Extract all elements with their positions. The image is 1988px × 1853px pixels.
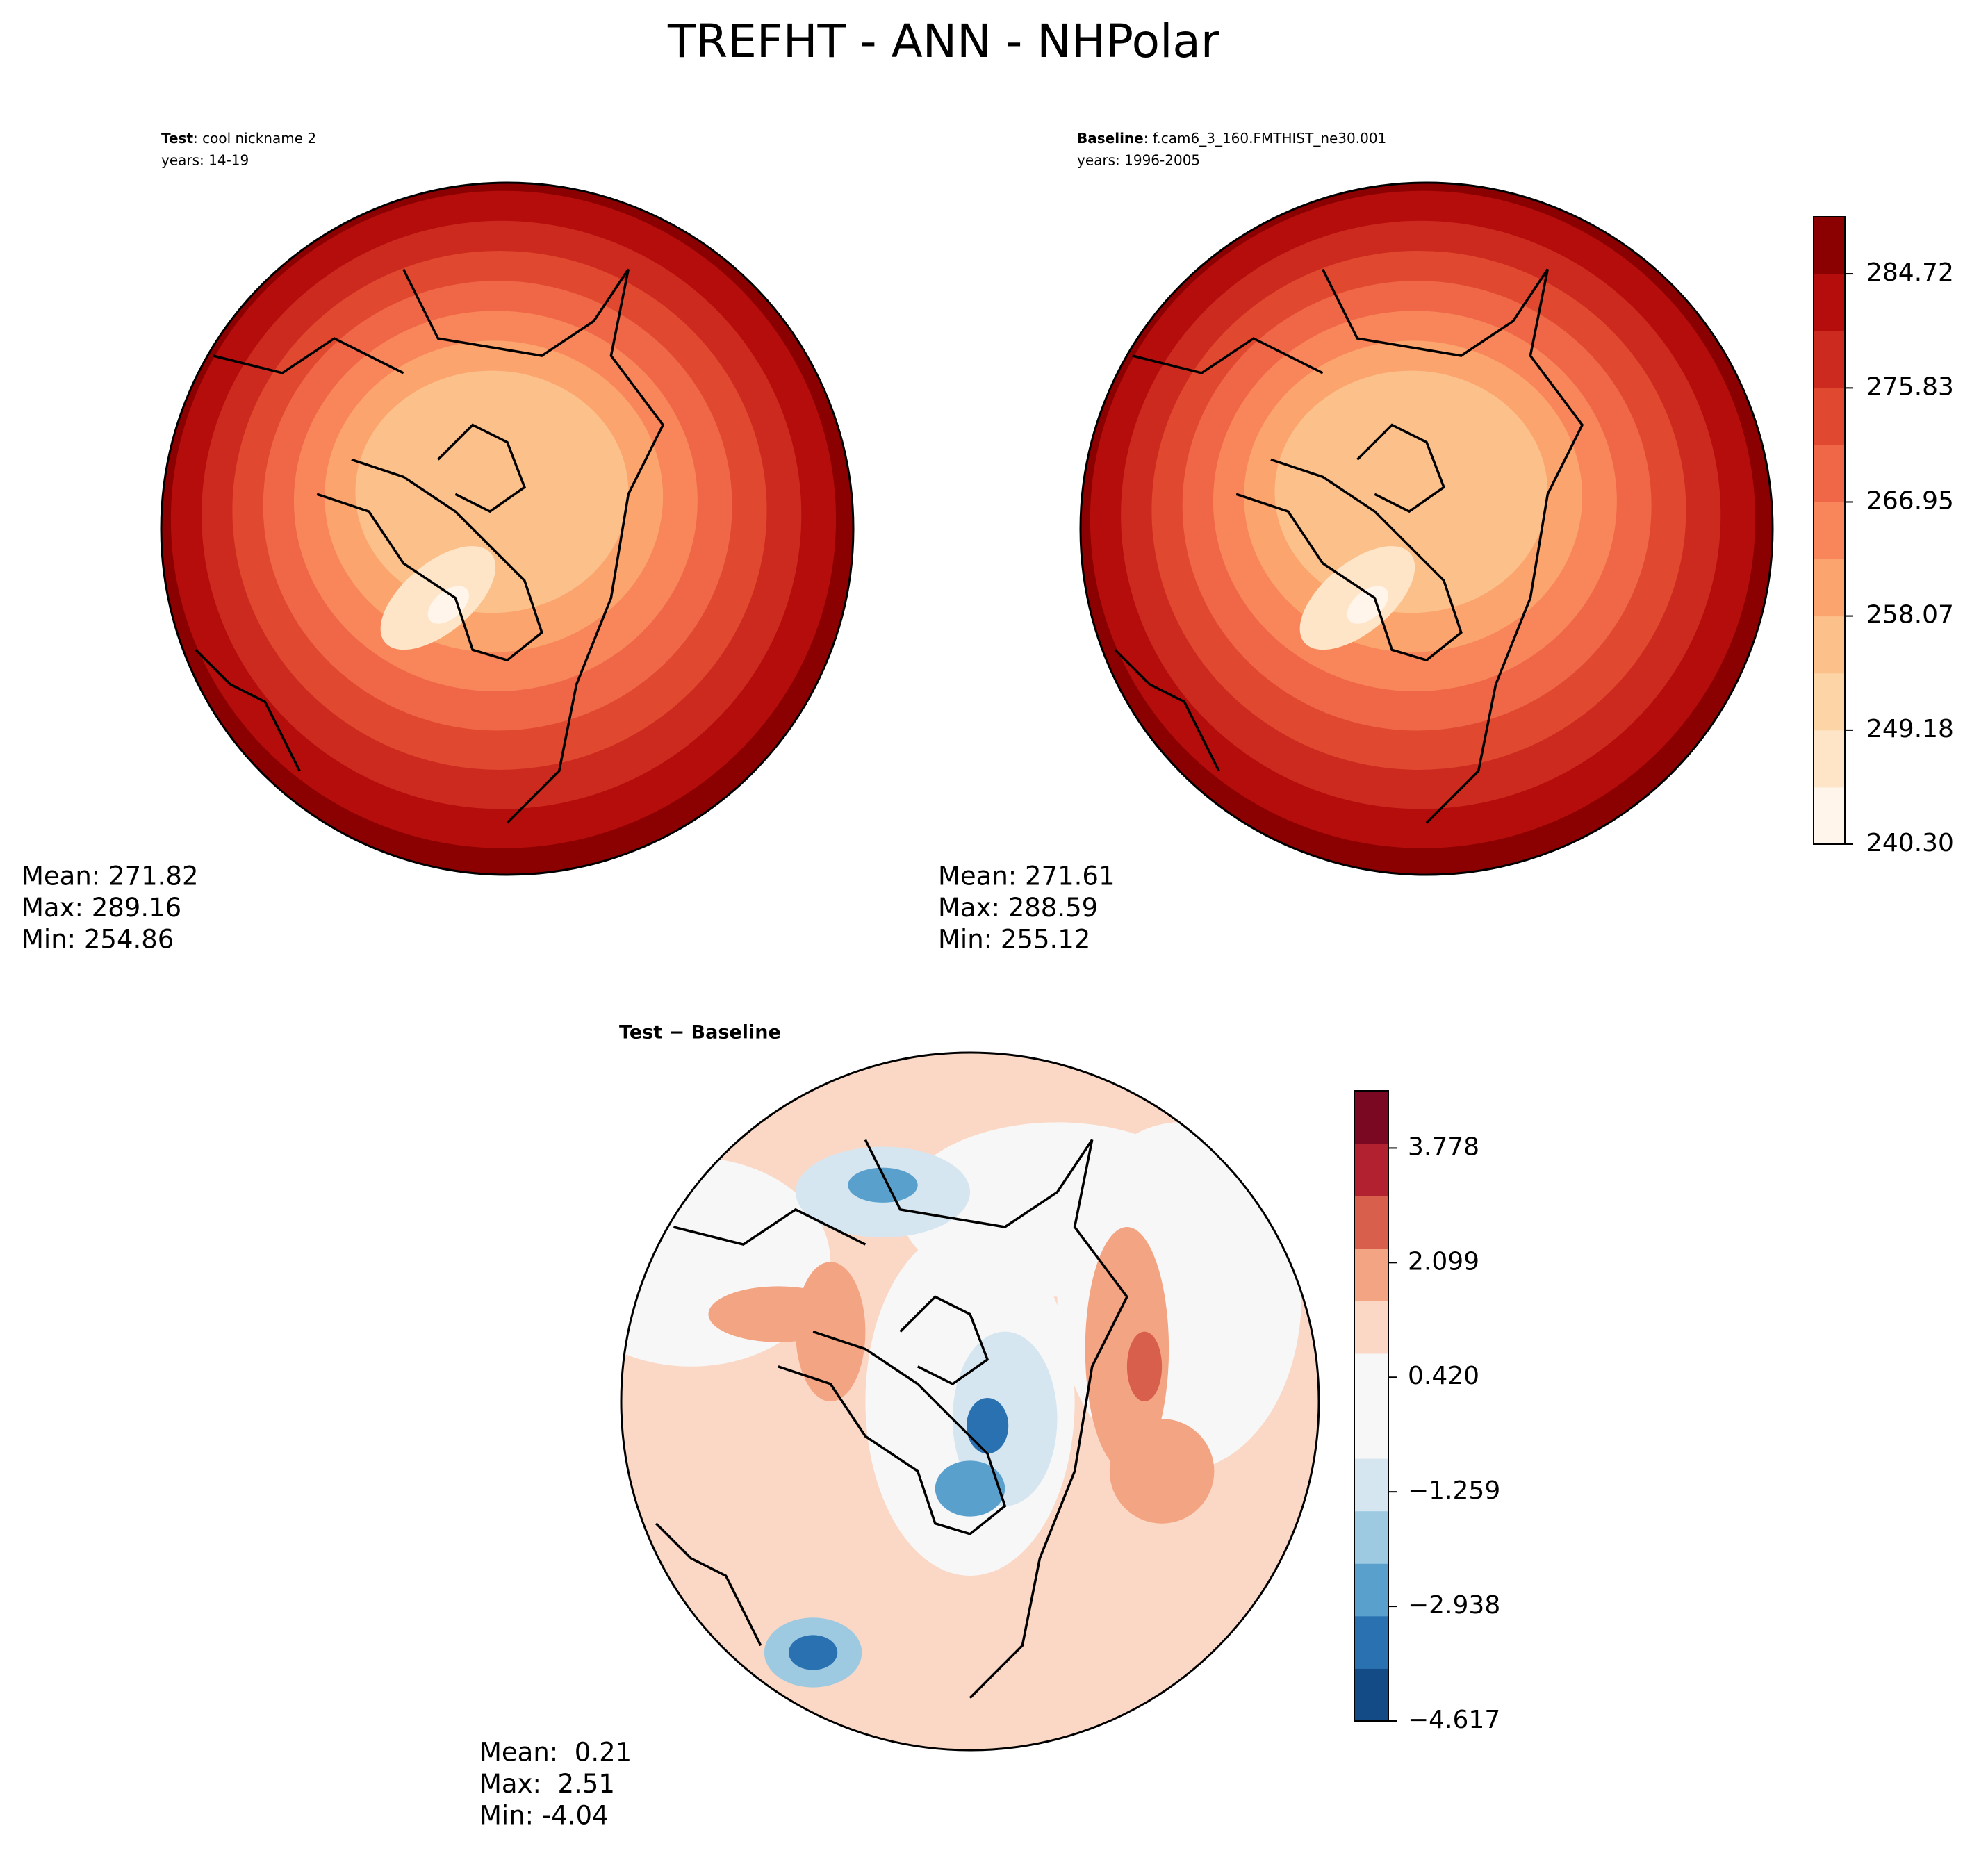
colorbar-tick-label: −1.259 [1408,1476,1500,1505]
colorbar-band [1354,1353,1388,1406]
panel-title: Test − Baseline [619,1022,781,1044]
map [621,1053,1319,1750]
case-line: Test: cool nickname 2 [161,130,316,147]
coastline [899,1295,989,1385]
stat-line: Mean: 271.82 [22,862,199,891]
contour [1085,1227,1169,1472]
stat-line: Min: 254.86 [22,925,174,955]
colorbar-tick-label: 240.30 [1866,829,1954,857]
case-label: Test [161,130,193,147]
colorbar-band [1354,1406,1388,1459]
colorbar-tick-label: −4.617 [1408,1706,1500,1734]
colorbar-tick-label: 258.07 [1866,601,1954,629]
map [161,183,853,875]
colorbar-band [1354,1615,1388,1669]
coastline [1114,649,1220,772]
stat-line: Max: 2.51 [479,1769,615,1799]
contour [1109,1419,1215,1524]
colorbar-tick-label: −2.938 [1408,1591,1500,1620]
coastline [1356,423,1446,513]
contour [848,1167,918,1203]
colorbar-band [1814,331,1845,388]
contour [1347,586,1388,624]
case-name: : f.cam6_3_160.FMTHIST_ne30.001 [1144,130,1387,147]
colorbar-tick-label: 275.83 [1866,372,1954,401]
stat-line: Max: 289.16 [22,893,181,923]
coastline [864,1139,1128,1699]
contour [355,370,629,613]
colorbar-tick-label: 0.420 [1408,1362,1479,1390]
contour [966,1397,1009,1454]
colorbar-band [1814,730,1845,788]
contour [935,1460,1005,1517]
colorbar-band [1354,1458,1388,1512]
coastline [778,1330,1007,1535]
colorbar-band [1354,1563,1388,1617]
case-label: Baseline [1077,130,1144,147]
contour [427,586,469,624]
colorbar-tick-label: 266.95 [1866,486,1954,515]
coastline [316,458,543,662]
colorbar-band [1814,787,1845,845]
map [1081,183,1773,875]
map-frame [160,181,855,876]
coastline [673,1208,866,1246]
stat-line: Mean: 0.21 [479,1738,632,1768]
colorbar-tick-label: 249.18 [1866,715,1954,743]
colorbar-band [1354,1091,1388,1144]
figure-title: TREFHT - ANN - NHPolar [667,15,1220,68]
contour [788,1635,838,1670]
stat-line: Min: -4.04 [479,1801,609,1831]
colorbar-frame [1813,216,1846,845]
colorbar-band [1814,616,1845,674]
stat-line: Max: 288.59 [938,893,1098,923]
colorbar-band [1814,445,1845,502]
years: years: 1996-2005 [1077,152,1200,169]
colorbar-band [1354,1248,1388,1301]
coastline [1132,337,1324,374]
years: years: 14-19 [161,152,249,169]
contour [708,1286,848,1342]
case-line: Baseline: f.cam6_3_160.FMTHIST_ne30.001 [1077,130,1386,147]
colorbar-band [1814,502,1845,560]
coastline [437,423,527,513]
colorbar-band [1814,217,1845,274]
coastline [1235,458,1463,662]
colorbar-band [1354,1301,1388,1354]
colorbar-band [1814,274,1845,331]
map-frame [620,1051,1320,1752]
colorbar-tick-label: 2.099 [1408,1247,1479,1276]
colorbar-band [1814,388,1845,445]
coastline [655,1522,762,1647]
colorbar-band [1354,1143,1388,1196]
colorbar-band [1814,559,1845,617]
colorbar-tick-label: 284.72 [1866,258,1954,287]
colorbar-band [1814,673,1845,731]
colorbar-tick-label: 3.778 [1408,1133,1479,1161]
stat-line: Mean: 271.61 [938,862,1115,891]
colorbar-band [1354,1196,1388,1249]
contour [1126,1331,1163,1402]
contour [1274,370,1548,613]
case-name: : cool nickname 2 [193,130,316,147]
coastline [402,268,665,824]
stat-line: Min: 255.12 [938,925,1090,955]
coastline [1322,268,1584,824]
coastline [195,649,301,772]
coastline [213,337,404,374]
colorbar-frame [1354,1090,1389,1722]
colorbar-band [1354,1510,1388,1564]
colorbar-band [1354,1668,1388,1722]
map-frame [1079,181,1774,876]
